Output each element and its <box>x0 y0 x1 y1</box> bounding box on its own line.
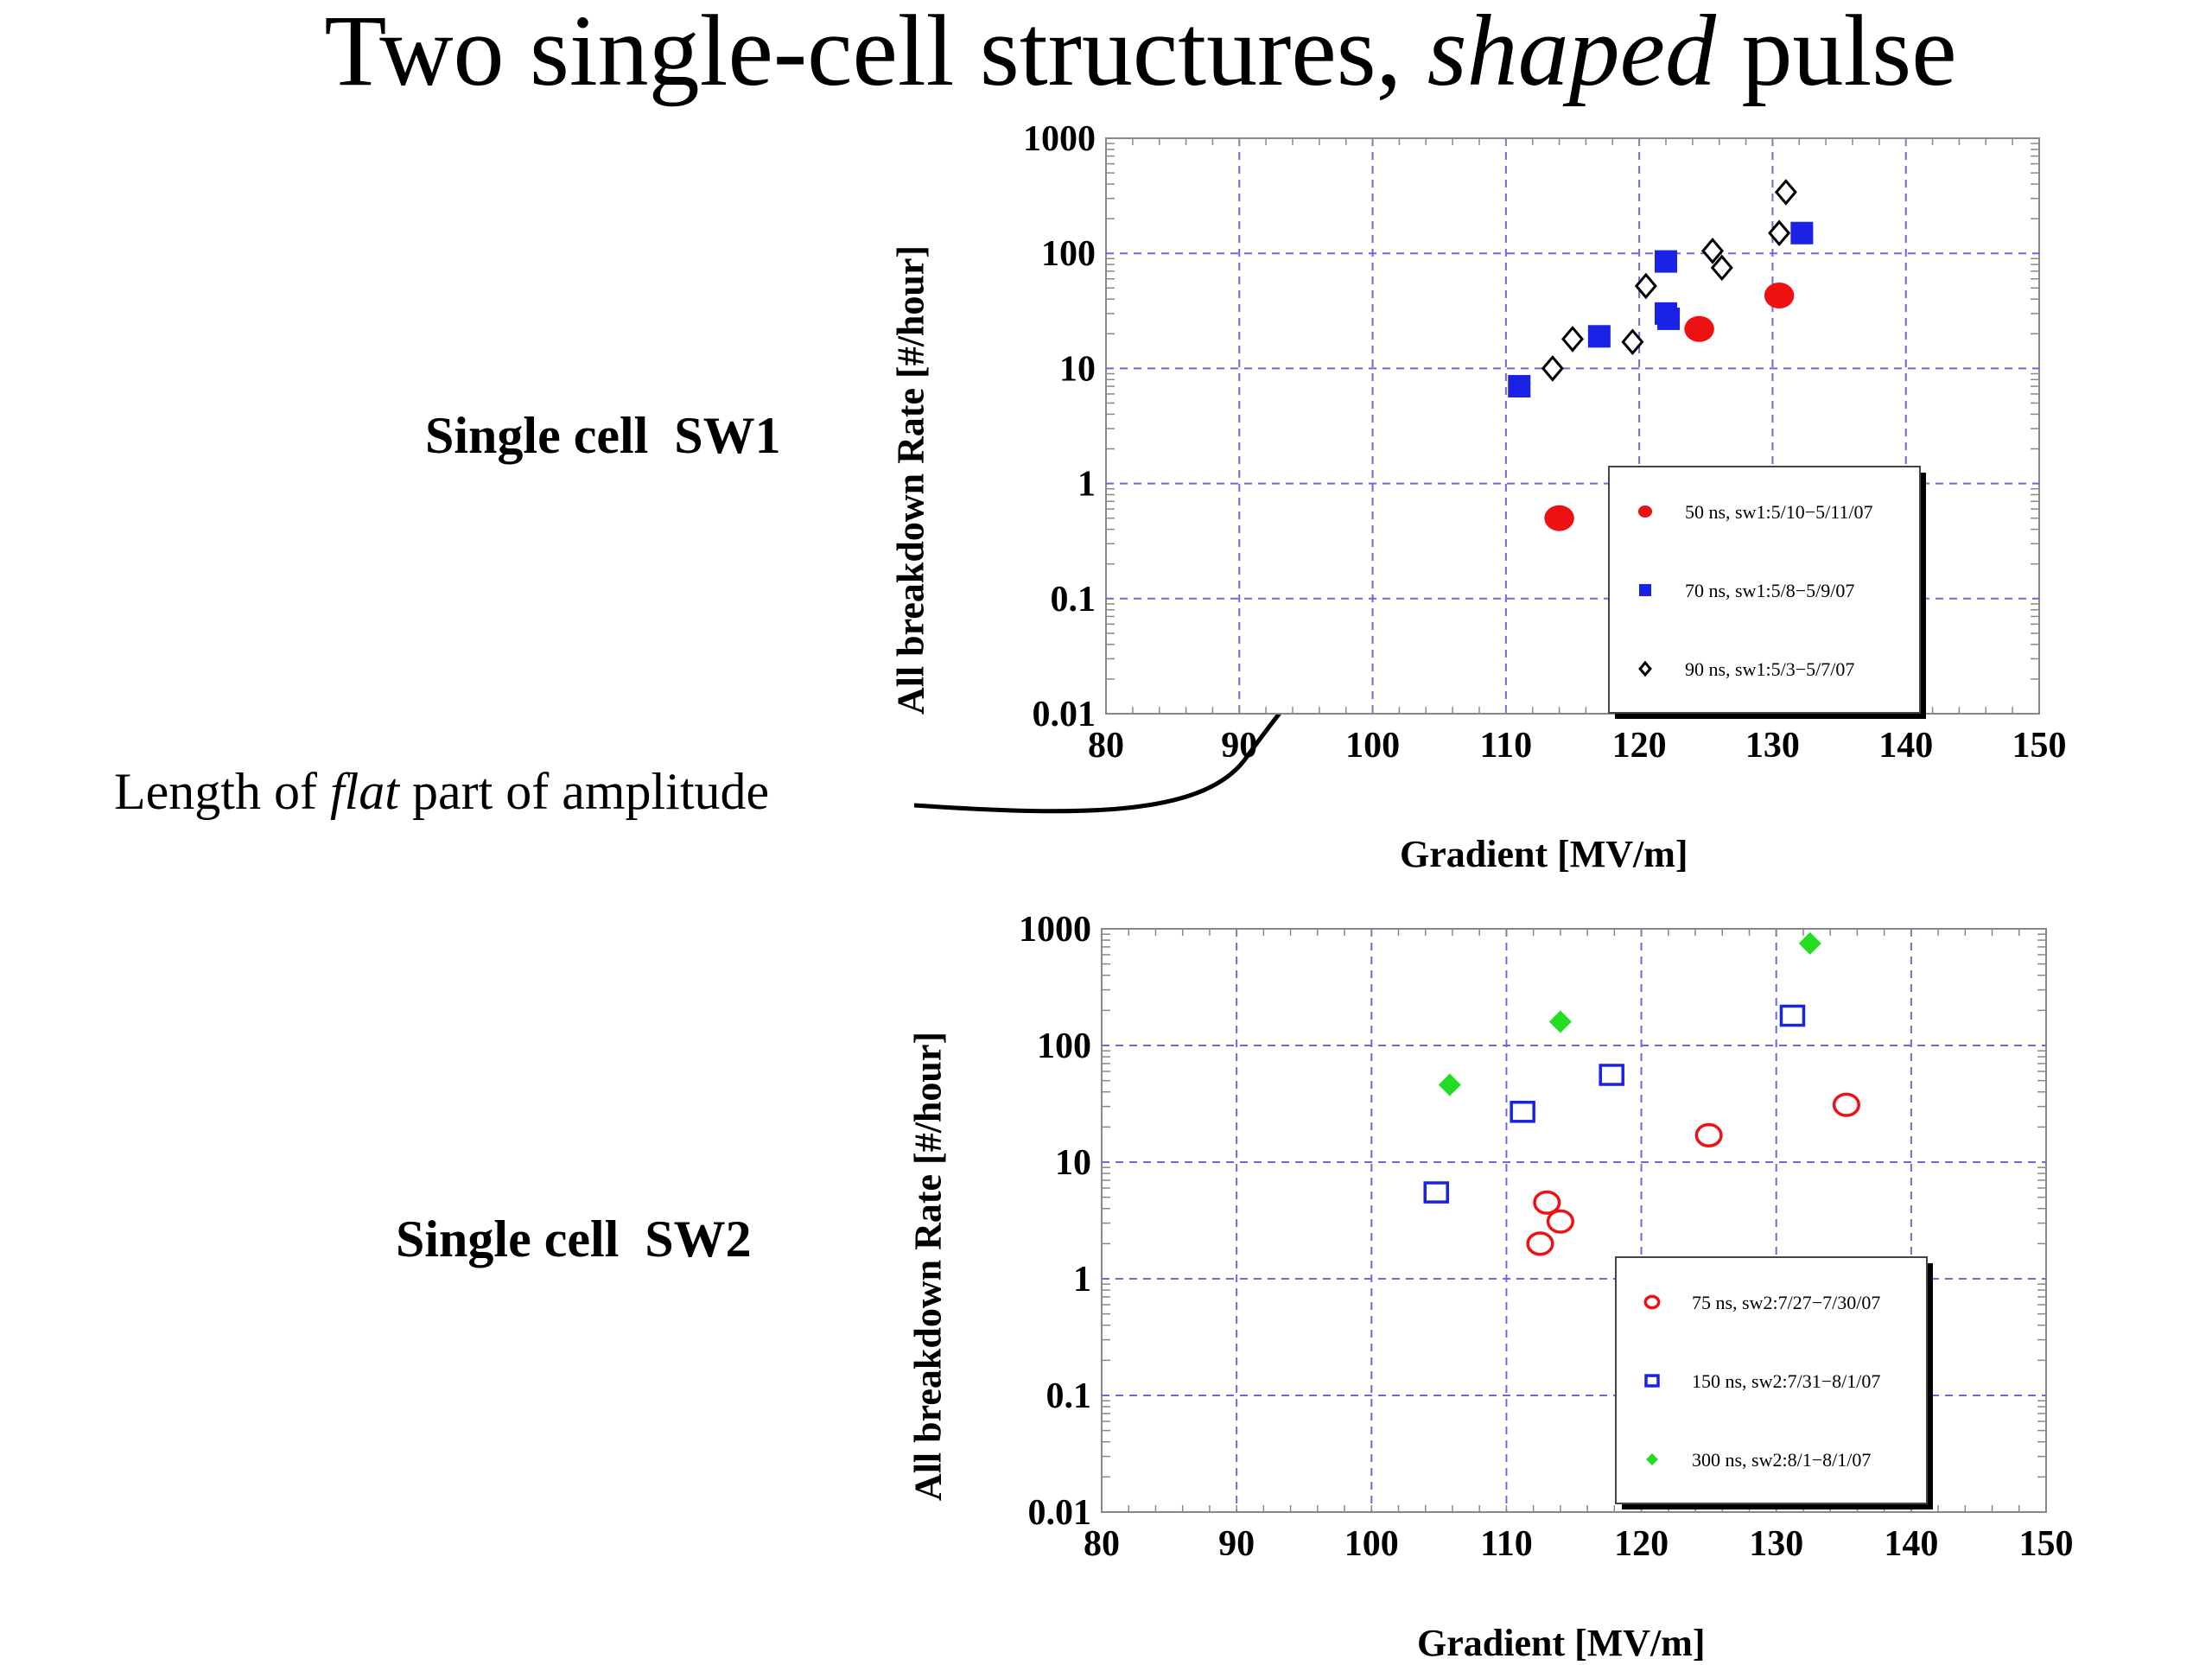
annotation-emphasis: flat <box>329 763 399 820</box>
chart2-plot: 80 90 100 110 120 130 140 1500.010.111010010007… <box>1019 910 2074 1564</box>
chart2-legend-marker-1 <box>1643 1294 1661 1310</box>
chart2-x-tick-label: 80 <box>1084 1524 1120 1564</box>
chart1-legend <box>1608 466 1921 714</box>
row-label-sw2: Single cell SW2 <box>396 1211 752 1268</box>
chart2-series3-point <box>1798 931 1821 955</box>
chart1-series2-point <box>1655 250 1677 273</box>
chart2-series3-point <box>1548 1010 1572 1033</box>
chart1-legend-entry-2: 70 ns, sw1:5/8−5/9/07 <box>1685 580 1854 601</box>
chart1-y-tick-label: 1000 <box>1023 119 1096 159</box>
chart2-legend-entry-2: 150 ns, sw2:7/31−8/1/07 <box>1692 1370 1880 1392</box>
chart1-y-tick-label: 100 <box>1041 234 1096 274</box>
flat-length-annotation: Length of flat part of amplitude <box>114 762 769 822</box>
chart1-legend-marker-1 <box>1637 505 1653 518</box>
chart2-y-tick-label: 100 <box>1037 1026 1091 1066</box>
chart1-legend-marker-3 <box>1638 660 1652 677</box>
chart1-plot: 80 90 100 110 120 130 140 1500.010.111010010005… <box>1023 119 2067 766</box>
chart2-series2-point <box>1779 1004 1806 1027</box>
chart1-series2-point <box>1790 221 1814 245</box>
chart1-x-tick-label: 80 <box>1088 726 1124 766</box>
row-label-sw1: Single cell SW1 <box>425 407 781 464</box>
chart2-x-tick-label: 140 <box>1884 1524 1938 1564</box>
chart1-x-tick-label: 100 <box>1345 726 1400 766</box>
chart2-y-tick-label: 1 <box>1073 1260 1091 1300</box>
annotation-suffix: part of amplitude <box>398 763 770 820</box>
chart2-y-axis-label: All breakdown Rate [#/hour] <box>906 1031 950 1502</box>
chart1-series2-point <box>1657 307 1681 330</box>
chart1-legend-marker-2 <box>1639 584 1651 596</box>
chart2-series1-point <box>1694 1122 1723 1147</box>
chart2-series2-point <box>1599 1064 1624 1086</box>
chart1-series1-point <box>1684 315 1714 342</box>
slide-title: Two single-cell structures, shaped pulse <box>0 0 2212 107</box>
title-emphasis: shaped <box>1427 0 1716 107</box>
chart1-y-tick-label: 0.01 <box>1033 695 1096 734</box>
chart2-y-tick-label: 0.01 <box>1028 1493 1092 1533</box>
title-prefix: Two single-cell structures, <box>324 0 1427 107</box>
chart1-series3-point <box>1560 326 1585 353</box>
chart2-series2-point <box>1510 1100 1535 1123</box>
chart2-series1-point <box>1546 1209 1574 1234</box>
chart2-x-tick-label: 120 <box>1614 1524 1669 1564</box>
chart1-x-axis-label: Gradient [MV/m] <box>1400 833 1688 875</box>
chart2-series3-point <box>1438 1073 1461 1096</box>
chart1-y-axis-label: All breakdown Rate [#/hour] <box>889 245 932 715</box>
chart1-x-tick-label: 90 <box>1221 726 1257 766</box>
chart2-y-tick-label: 1000 <box>1019 910 1091 950</box>
chart2-y-tick-label: 10 <box>1055 1143 1091 1183</box>
chart2-series1-point <box>1533 1190 1561 1215</box>
chart1-x-tick-label: 120 <box>1612 726 1667 766</box>
chart1-series3-point <box>1621 328 1644 356</box>
chart1-legend-entry-1: 50 ns, sw1:5/10−5/11/07 <box>1685 501 1873 523</box>
chart1-series2-point <box>1508 375 1531 398</box>
chart1-series3-point <box>1774 179 1797 206</box>
chart1-series3-point <box>1710 254 1733 282</box>
chart2-x-tick-label: 150 <box>2019 1524 2074 1564</box>
chart1-legend-entry-3: 90 ns, sw1:5/3−5/7/07 <box>1685 658 1854 680</box>
chart1-y-tick-label: 0.1 <box>1051 580 1096 620</box>
chart2-y-tick-label: 0.1 <box>1046 1376 1092 1416</box>
chart1-series3-point <box>1700 238 1725 264</box>
chart2-x-tick-label: 90 <box>1218 1524 1255 1564</box>
chart1-x-tick-label: 140 <box>1878 726 1933 766</box>
chart1-x-tick-label: 130 <box>1745 726 1800 766</box>
chart2-x-tick-label: 100 <box>1344 1524 1399 1564</box>
chart1-series3-point <box>1541 355 1564 382</box>
chart2-legend-marker-3 <box>1646 1453 1658 1465</box>
chart2-legend-entry-3: 300 ns, sw2:8/1−8/1/07 <box>1692 1449 1871 1471</box>
chart2-legend-entry-1: 75 ns, sw2:7/27−7/30/07 <box>1692 1292 1880 1313</box>
chart1-series1-point <box>1544 505 1574 531</box>
chart2-series1-point <box>1526 1231 1554 1256</box>
chart1-x-tick-label: 110 <box>1480 726 1533 766</box>
chart1-x-tick-label: 150 <box>2012 726 2067 766</box>
chart2-series2-point <box>1423 1181 1449 1204</box>
chart1-series2-point <box>1587 325 1611 348</box>
chart2-x-tick-label: 110 <box>1480 1524 1533 1564</box>
chart1-series3-point <box>1634 272 1657 300</box>
chart1-y-tick-label: 10 <box>1059 349 1096 389</box>
chart2-x-tick-label: 130 <box>1749 1524 1803 1564</box>
chart1-series1-point <box>1764 283 1795 309</box>
chart2-x-axis-label: Gradient [MV/m] <box>1417 1622 1706 1664</box>
chart2-series1-point <box>1832 1092 1860 1117</box>
chart1-y-tick-label: 1 <box>1077 465 1096 505</box>
title-suffix: pulse <box>1715 0 1957 107</box>
chart2-legend <box>1615 1256 1928 1504</box>
annotation-prefix: Length of <box>114 763 330 820</box>
chart1-series3-point <box>1768 219 1791 247</box>
chart2-legend-marker-2 <box>1644 1374 1660 1388</box>
